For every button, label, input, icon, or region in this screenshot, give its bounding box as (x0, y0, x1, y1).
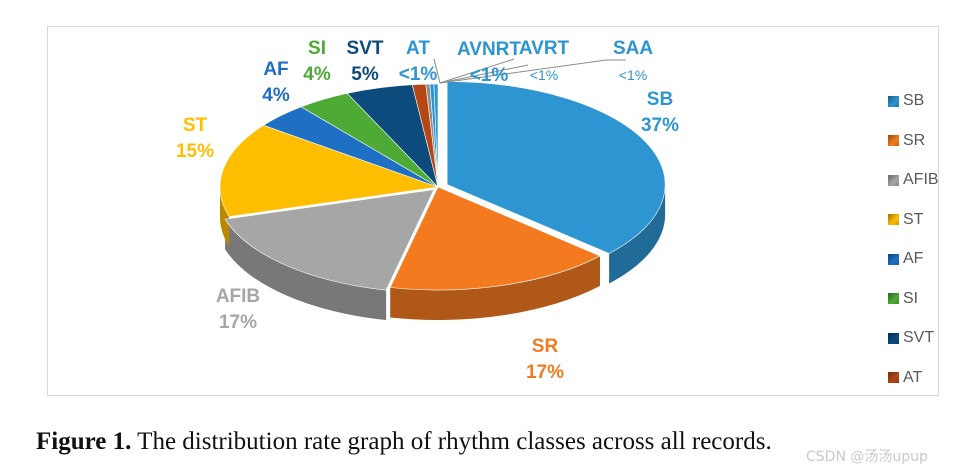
legend-label: ST (903, 210, 924, 228)
slice-pct-af: 4% (262, 85, 290, 106)
slice-pct-avrt: <1% (530, 67, 558, 83)
slice-labels: SB 37% SR 17% AFIB 17% ST 15% AF 4% SI 4% SVT 5% AT <1%… (176, 38, 679, 383)
leader-lines (433, 58, 626, 84)
legend-swatch (888, 253, 899, 265)
slice-label-avnrt: AVNRT (457, 39, 521, 60)
chart-frame: SB 37% SR 17% AFIB 17% ST 15% AF 4% SI 4% SVT 5% AT <1%… (47, 26, 939, 396)
slice-label-afib: AFIB (216, 286, 260, 307)
slice-sb (446, 81, 666, 254)
slice-side-afib (225, 219, 387, 321)
slice-side-st (220, 187, 230, 247)
slice-st (219, 124, 439, 217)
legend-swatch (888, 214, 899, 225)
slice-side-sb (609, 184, 666, 284)
slice-label-sr: SR (532, 336, 559, 357)
leader-line (439, 64, 529, 84)
slice-label-af: AF (263, 59, 288, 80)
legend-label: AFIB (903, 171, 939, 188)
slice-pct-sb: 37% (641, 115, 679, 136)
watermark: CSDN @汤汤upup (806, 449, 928, 465)
legend-item-svt: SVT (888, 328, 966, 348)
legend-swatch (888, 95, 899, 107)
slice-label-svt: SVT (347, 38, 384, 59)
slice-label-si: SI (308, 38, 326, 59)
legend-item-st: ST (888, 210, 966, 230)
leader-line (439, 58, 515, 84)
legend-label: SR (903, 131, 926, 149)
legend-label: AF (903, 250, 924, 267)
legend-label: SB (903, 92, 925, 109)
legend-item-af: AF (888, 249, 966, 269)
figure-caption: Figure 1. The distribution rate graph of… (36, 428, 772, 456)
slice-saa (433, 83, 439, 188)
legend-label: SVT (903, 329, 935, 346)
legend-label: SI (903, 289, 919, 307)
legend-item-sb: SB (888, 91, 966, 111)
legend-swatch (888, 372, 899, 383)
slice-pct-svt: 5% (351, 64, 379, 85)
slice-sr (389, 186, 601, 291)
pie-chart: SB 37% SR 17% AFIB 17% ST 15% AF 4% SI 4% SVT 5% AT <1%… (176, 38, 679, 383)
slice-pct-st: 15% (176, 141, 214, 162)
slice-label-st: ST (183, 115, 208, 136)
legend-swatch (888, 135, 899, 146)
slice-pct-sr: 17% (526, 362, 564, 383)
slice-label-saa: SAA (613, 38, 653, 59)
legend-item-si: SI (888, 289, 966, 309)
legend-swatch (888, 174, 899, 186)
slice-pct-at: <1% (399, 64, 438, 85)
leader-line (439, 59, 607, 84)
legend-item-afib: AFIB (888, 170, 966, 190)
slice-afib (224, 189, 435, 291)
pie-tops (219, 81, 666, 291)
slice-label-sb: SB (647, 89, 673, 110)
slice-pct-avnrt: <1% (470, 65, 509, 86)
legend-swatch (888, 293, 899, 304)
slice-side-sr (390, 255, 600, 320)
legend-item-at: AT (888, 368, 966, 388)
legend-label: AT (903, 368, 923, 386)
legend-item-sr: SR (888, 131, 966, 151)
slice-pct-afib: 17% (219, 312, 257, 333)
pie-sides (220, 184, 666, 321)
caption-text: The distribution rate graph of rhythm cl… (131, 428, 772, 455)
leader-line (433, 58, 441, 84)
legend-swatch (888, 332, 899, 344)
caption-label: Figure 1. (36, 428, 132, 455)
slice-label-avrt: AVRT (519, 38, 570, 59)
slice-label-at: AT (406, 38, 430, 59)
slice-pct-si: 4% (303, 64, 331, 85)
slice-pct-saa: <1% (619, 67, 647, 83)
legend: SB SR AFIB ST AF SI SVT AT (888, 91, 966, 407)
